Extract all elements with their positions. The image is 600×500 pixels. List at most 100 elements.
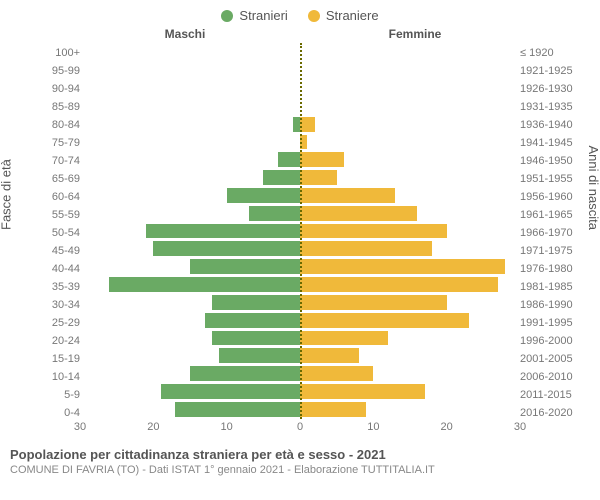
birth-label: ≤ 1920 <box>520 44 582 62</box>
bar-female <box>300 384 425 399</box>
birth-label: 1941-1945 <box>520 134 582 152</box>
bar-male <box>263 170 300 185</box>
bar-male <box>146 224 300 239</box>
age-label: 15-19 <box>18 350 80 368</box>
age-label: 25-29 <box>18 314 80 332</box>
bar-male <box>278 152 300 167</box>
bar-male <box>205 313 300 328</box>
center-line <box>300 43 302 419</box>
chart-subtitle: COMUNE DI FAVRIA (TO) - Dati ISTAT 1° ge… <box>10 464 590 476</box>
x-tick: 30 <box>74 421 86 433</box>
bar-female <box>300 295 447 310</box>
bars-female <box>300 43 520 419</box>
legend-swatch-female <box>308 10 320 22</box>
chart-title: Popolazione per cittadinanza straniera p… <box>10 447 590 462</box>
bar-female <box>300 188 395 203</box>
bar-female <box>300 331 388 346</box>
age-label: 65-69 <box>18 170 80 188</box>
birth-label: 1951-1955 <box>520 170 582 188</box>
bar-male <box>153 241 300 256</box>
birth-label: 1946-1950 <box>520 152 582 170</box>
bar-male <box>190 259 300 274</box>
bar-female <box>300 366 373 381</box>
birth-label: 1921-1925 <box>520 62 582 80</box>
title-block: Popolazione per cittadinanza straniera p… <box>0 439 600 476</box>
age-label: 75-79 <box>18 134 80 152</box>
bar-male <box>109 277 300 292</box>
age-label: 85-89 <box>18 98 80 116</box>
bar-male <box>249 206 300 221</box>
age-label: 70-74 <box>18 152 80 170</box>
bar-male <box>227 188 300 203</box>
age-label: 40-44 <box>18 260 80 278</box>
x-tick: 20 <box>441 421 453 433</box>
birth-label: 1926-1930 <box>520 80 582 98</box>
legend-label-female: Straniere <box>326 8 379 23</box>
bar-female <box>300 402 366 417</box>
column-headers: Maschi Femmine <box>0 27 600 41</box>
bar-female <box>300 170 337 185</box>
legend: Stranieri Straniere <box>0 0 600 27</box>
bar-female <box>300 313 469 328</box>
age-label: 5-9 <box>18 386 80 404</box>
birth-label: 1976-1980 <box>520 260 582 278</box>
x-tick: 20 <box>147 421 159 433</box>
age-label: 50-54 <box>18 224 80 242</box>
birth-label: 1996-2000 <box>520 332 582 350</box>
age-label: 45-49 <box>18 242 80 260</box>
x-tick: 30 <box>514 421 526 433</box>
birth-label: 1931-1935 <box>520 98 582 116</box>
header-female: Femmine <box>300 27 530 41</box>
x-tick: 10 <box>367 421 379 433</box>
birth-label: 1936-1940 <box>520 116 582 134</box>
age-label: 60-64 <box>18 188 80 206</box>
bar-female <box>300 348 359 363</box>
birth-label: 1956-1960 <box>520 188 582 206</box>
legend-label-male: Stranieri <box>239 8 287 23</box>
x-axis-male: 0102030 <box>80 419 300 439</box>
age-label: 10-14 <box>18 368 80 386</box>
legend-item-male: Stranieri <box>221 8 287 23</box>
age-labels: 100+95-9990-9485-8980-8475-7970-7465-696… <box>18 43 80 419</box>
birth-label: 2011-2015 <box>520 386 582 404</box>
birth-label: 2016-2020 <box>520 404 582 422</box>
bar-female <box>300 241 432 256</box>
bar-female <box>300 277 498 292</box>
age-label: 80-84 <box>18 116 80 134</box>
bar-male <box>219 348 300 363</box>
bar-male <box>161 384 300 399</box>
bar-male <box>212 295 300 310</box>
y-axis-label-right: Anni di nascita <box>587 145 600 230</box>
age-label: 30-34 <box>18 296 80 314</box>
age-label: 55-59 <box>18 206 80 224</box>
bar-female <box>300 117 315 132</box>
bar-female <box>300 224 447 239</box>
bar-male <box>293 117 300 132</box>
header-male: Maschi <box>70 27 300 41</box>
birth-label: 1986-1990 <box>520 296 582 314</box>
birth-label: 2006-2010 <box>520 368 582 386</box>
bars-area <box>80 43 520 419</box>
bar-male <box>175 402 300 417</box>
x-axis: 0102030 102030 <box>80 419 520 439</box>
birth-label: 1961-1965 <box>520 206 582 224</box>
age-label: 95-99 <box>18 62 80 80</box>
age-label: 90-94 <box>18 80 80 98</box>
age-label: 0-4 <box>18 404 80 422</box>
birth-label: 1971-1975 <box>520 242 582 260</box>
bar-male <box>190 366 300 381</box>
legend-swatch-male <box>221 10 233 22</box>
x-axis-female: 102030 <box>300 419 520 439</box>
birth-label: 1966-1970 <box>520 224 582 242</box>
bar-female <box>300 259 505 274</box>
y-axis-label-left: Fasce di età <box>0 159 14 230</box>
age-label: 35-39 <box>18 278 80 296</box>
birth-label: 1991-1995 <box>520 314 582 332</box>
birth-labels: ≤ 19201921-19251926-19301931-19351936-19… <box>520 43 582 419</box>
age-label: 20-24 <box>18 332 80 350</box>
bar-female <box>300 206 417 221</box>
age-label: 100+ <box>18 44 80 62</box>
bar-female <box>300 152 344 167</box>
bar-male <box>212 331 300 346</box>
birth-label: 1981-1985 <box>520 278 582 296</box>
